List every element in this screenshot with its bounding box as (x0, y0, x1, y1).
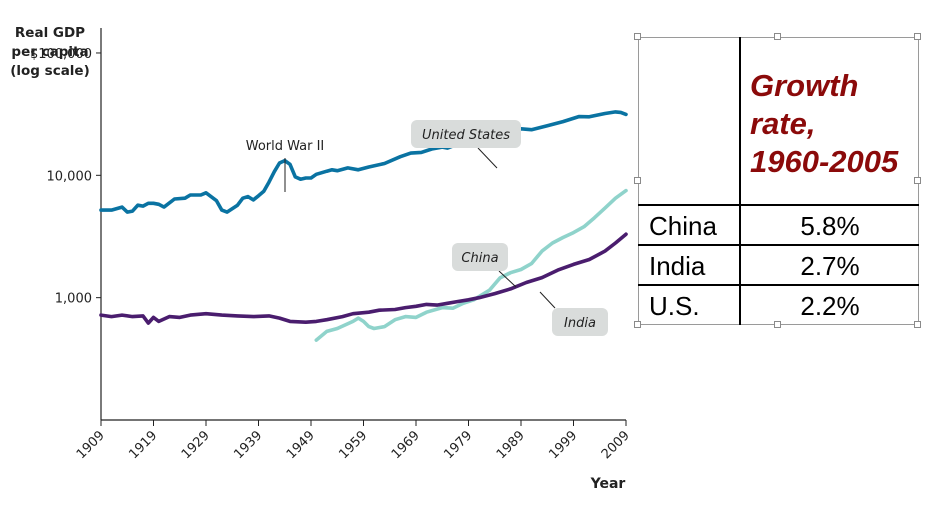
series-lines (99, 110, 628, 342)
india-leader-line (539, 291, 556, 309)
x-tick-label: 1939 (231, 428, 265, 462)
united-states-leader-line (477, 147, 498, 169)
india-callout-box (552, 308, 608, 336)
series-line-united-states (99, 110, 628, 214)
x-tick-label: 1969 (389, 428, 423, 462)
x-tick-label: 1909 (74, 428, 108, 462)
country-china: China (649, 211, 717, 241)
callout-india: India (539, 291, 608, 336)
gdp-chart: Real GDP per capita (log scale) $100,000… (10, 25, 630, 492)
resize-handle-bottom-right[interactable] (914, 321, 921, 328)
series-line-china (314, 188, 628, 342)
rate-india: 2.7% (800, 251, 860, 281)
y-ticks: $100,000 10,000 1,000 (30, 47, 101, 307)
country-india: India (649, 251, 706, 281)
growth-rate-header-line-2: rate, (750, 106, 816, 141)
resize-handle-top-left[interactable] (634, 33, 641, 40)
callout-united-states: United States (411, 120, 521, 169)
x-axis-title: Year (590, 476, 626, 492)
world-war-annotation: World War II (246, 139, 325, 192)
callout-china: China (452, 243, 517, 288)
resize-handle-top-middle[interactable] (774, 33, 781, 40)
rate-china: 5.8% (800, 211, 860, 241)
x-tick-label: 1989 (494, 428, 528, 462)
resize-handle-middle-right[interactable] (914, 177, 921, 184)
resize-handle-bottom-middle[interactable] (774, 321, 781, 328)
x-tick-label: 1949 (284, 428, 318, 462)
y-axis-title: Real GDP per capita (log scale) (10, 25, 90, 79)
resize-handle-top-right[interactable] (914, 33, 921, 40)
x-tick-label: 1919 (126, 428, 160, 462)
resize-handle-bottom-left[interactable] (634, 321, 641, 328)
y-axis-title-line-3: (log scale) (10, 63, 90, 79)
growth-rate-header: Growth rate, 1960-2005 (750, 67, 920, 181)
y-tick-label: $100,000 (30, 47, 92, 62)
y-tick-label: 10,000 (47, 169, 93, 184)
x-ticks: 1909 1919 1929 1939 1949 1959 1969 1979 1989 1999… (74, 420, 630, 462)
country-us: U.S. (649, 291, 700, 321)
china-callout-label: China (461, 251, 498, 266)
world-war-label: World War II (246, 139, 325, 154)
united-states-callout-box (411, 120, 521, 148)
y-axis-title-line-1: Real GDP (15, 25, 85, 41)
x-tick-label: 1999 (546, 428, 580, 462)
y-tick-label: 1,000 (55, 292, 92, 307)
growth-rate-header-line-3: 1960-2005 (750, 144, 899, 179)
india-callout-label: India (564, 316, 596, 331)
x-tick-label: 1979 (441, 428, 475, 462)
china-callout-box (452, 243, 508, 271)
table-column-divider (739, 37, 741, 325)
x-tick-label: 1929 (179, 428, 213, 462)
y-axis-title-line-2: per capita (11, 44, 88, 60)
united-states-callout-label: United States (422, 128, 510, 143)
table-divider-header (638, 204, 919, 206)
china-leader-line (498, 270, 517, 288)
growth-rate-header-line-1: Growth (750, 68, 859, 103)
series-line-india (99, 232, 628, 325)
x-tick-label: 2009 (599, 428, 630, 462)
resize-handle-middle-left[interactable] (634, 177, 641, 184)
growth-rate-table: Growth rate, 1960-2005 China 5.8% India … (634, 33, 921, 328)
rate-us: 2.2% (800, 291, 860, 321)
x-tick-label: 1959 (336, 428, 370, 462)
table-divider-row-1 (638, 244, 919, 246)
table-divider-row-2 (638, 284, 919, 286)
